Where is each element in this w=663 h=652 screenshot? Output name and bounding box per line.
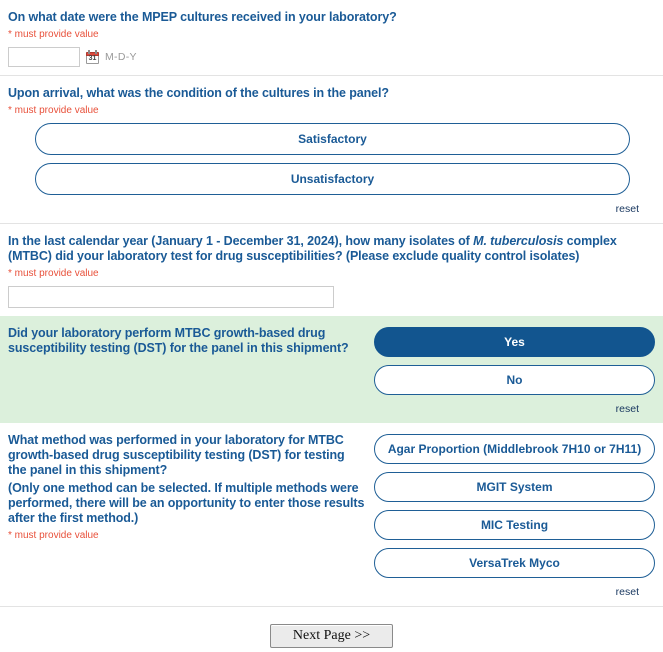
- question-row: Did your laboratory perform MTBC growth-…: [8, 326, 655, 403]
- calendar-ring-left: [88, 50, 90, 54]
- choice-no[interactable]: No: [374, 365, 655, 395]
- calendar-day-number: 31: [88, 55, 97, 62]
- date-received-input[interactable]: [8, 47, 80, 67]
- choice-group-dst-method: Agar Proportion (Middlebrook 7H10 or 7H1…: [374, 433, 655, 586]
- question-label-column: What method was performed in your labora…: [8, 433, 374, 548]
- required-note: * must provide value: [8, 105, 99, 116]
- reset-row: reset: [8, 401, 655, 415]
- question-row: What method was performed in your labora…: [8, 433, 655, 586]
- question-performed-dst: Did your laboratory perform MTBC growth-…: [0, 316, 663, 423]
- question-text: In the last calendar year (January 1 - D…: [8, 234, 655, 264]
- question-text-italic: M. tuberculosis: [473, 234, 564, 248]
- choice-versatrek-myco[interactable]: VersaTrek Myco: [374, 548, 655, 578]
- footer-separator: [0, 606, 663, 607]
- question-label-column: Did your laboratory perform MTBC growth-…: [8, 326, 374, 359]
- choice-group-culture-condition: Satisfactory Unsatisfactory: [8, 123, 655, 195]
- choice-group-performed-dst: Yes No: [374, 326, 655, 403]
- choice-agar-proportion[interactable]: Agar Proportion (Middlebrook 7H10 or 7H1…: [374, 434, 655, 464]
- date-input-row: 31 M-D-Y: [8, 47, 655, 67]
- next-page-button[interactable]: Next Page >>: [269, 624, 394, 648]
- required-note: * must provide value: [8, 29, 99, 40]
- question-text-line2: (Only one method can be selected. If mul…: [8, 481, 365, 525]
- isolates-count-input[interactable]: [8, 286, 334, 308]
- reset-row: reset: [8, 201, 655, 215]
- reset-link-dst-method[interactable]: reset: [615, 586, 639, 598]
- reset-row: reset: [8, 584, 655, 598]
- question-date-received: On what date were the MPEP cultures rece…: [0, 0, 663, 76]
- choice-satisfactory[interactable]: Satisfactory: [35, 123, 630, 155]
- question-isolates-count: In the last calendar year (January 1 - D…: [0, 224, 663, 316]
- question-text: Upon arrival, what was the condition of …: [8, 86, 389, 100]
- question-text-part1: In the last calendar year (January 1 - D…: [8, 234, 474, 248]
- calendar-top: [86, 52, 99, 56]
- question-text: On what date were the MPEP cultures rece…: [8, 10, 397, 24]
- required-note: * must provide value: [8, 530, 99, 541]
- choice-yes[interactable]: Yes: [374, 327, 655, 357]
- date-format-hint: M-D-Y: [105, 51, 137, 63]
- reset-link-performed-dst[interactable]: reset: [615, 403, 639, 415]
- question-text-line1: What method was performed in your labora…: [8, 433, 345, 477]
- question-text-part2: complex (MTBC) did your laboratory test …: [8, 234, 617, 263]
- required-note: * must provide value: [8, 268, 99, 279]
- reset-link-culture-condition[interactable]: reset: [615, 203, 639, 215]
- question-culture-condition: Upon arrival, what was the condition of …: [0, 76, 663, 224]
- question-dst-method: What method was performed in your labora…: [0, 423, 663, 606]
- calendar-ring-right: [95, 50, 97, 54]
- choice-mgit-system[interactable]: MGIT System: [374, 472, 655, 502]
- footer: Next Page >>: [0, 607, 663, 648]
- question-text: Did your laboratory perform MTBC growth-…: [8, 326, 349, 355]
- choice-unsatisfactory[interactable]: Unsatisfactory: [35, 163, 630, 195]
- calendar-icon[interactable]: 31: [86, 50, 99, 64]
- choice-mic-testing[interactable]: MIC Testing: [374, 510, 655, 540]
